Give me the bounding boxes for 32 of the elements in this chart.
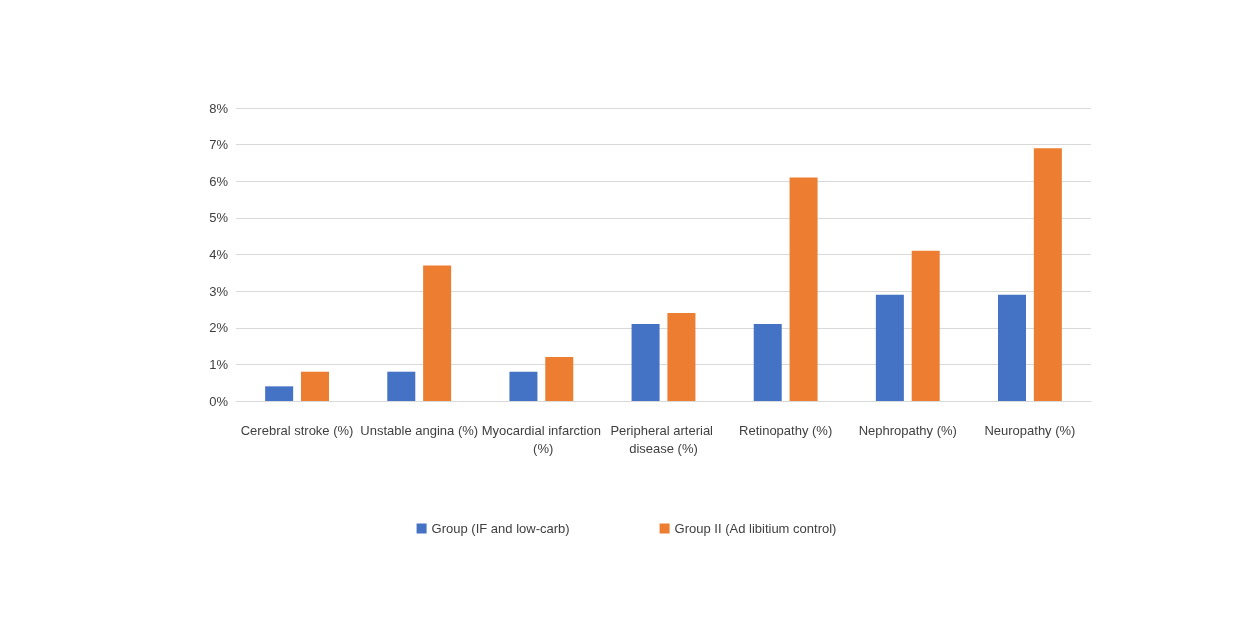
x-tick-label: Neuropathy (%) [984, 422, 1076, 438]
bar [753, 324, 782, 401]
bar [911, 250, 940, 401]
bar [545, 357, 574, 401]
bar [423, 265, 452, 401]
y-tick-label: 6% [209, 173, 229, 189]
x-tick-label: Unstable angina (%) [360, 422, 479, 438]
x-tick-label: Nephropathy (%) [858, 422, 957, 438]
bar [265, 386, 294, 401]
bar [509, 371, 538, 401]
x-tick-label: Retinopathy (%) [739, 422, 833, 438]
x-tick-label: Peripheral arterial disease (%) [610, 422, 717, 456]
y-tick-label: 1% [209, 356, 229, 372]
y-tick-label: 0% [209, 393, 229, 409]
y-tick-label: 8% [209, 100, 229, 116]
legend-label: Group (IF and low-carb) [431, 521, 570, 536]
y-tick-label: 3% [209, 283, 229, 299]
x-tick-label: Myocardial infarction (%) [481, 422, 601, 456]
bar [300, 371, 329, 401]
y-tick-label: 7% [209, 137, 229, 153]
y-tick-label: 4% [209, 247, 229, 262]
bar [631, 324, 660, 401]
bar [998, 294, 1027, 401]
bar [667, 313, 696, 401]
x-tick-label: Cerebral stroke (%) [240, 422, 354, 438]
bar [1033, 148, 1062, 401]
y-tick-label: 2% [209, 320, 229, 336]
bar [789, 177, 818, 401]
legend-label: Group II (Ad libitium control) [674, 521, 837, 536]
y-tick-label: 5% [209, 210, 229, 226]
bar [387, 371, 416, 401]
bar [875, 294, 904, 401]
